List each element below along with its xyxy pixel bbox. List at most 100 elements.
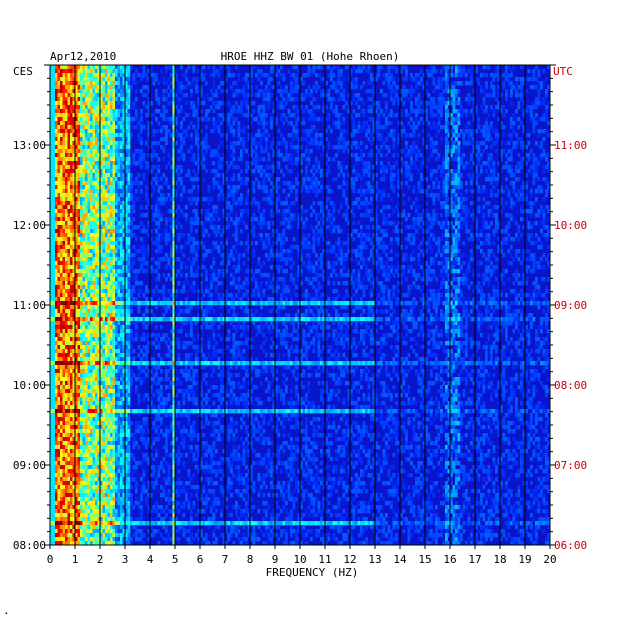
spectrogram-cell: [108, 209, 111, 213]
spectrogram-cell: [110, 97, 113, 101]
spectrogram-cell: [118, 169, 121, 173]
spectrogram-cell: [70, 217, 73, 221]
spectrogram-cell: [118, 137, 121, 141]
spectrogram-cell: [55, 121, 58, 125]
spectrogram-cell: [90, 173, 93, 177]
spectrogram-cell: [240, 209, 243, 213]
spectrogram-cell: [260, 217, 263, 221]
spectrogram-cell: [418, 133, 421, 137]
spectrogram-cell: [85, 161, 88, 165]
spectrogram-cell: [503, 105, 506, 109]
spectrogram-cell: [365, 165, 368, 169]
spectrogram-cell: [95, 117, 98, 121]
spectrogram-cell: [68, 121, 71, 125]
spectrogram-cell: [58, 233, 61, 237]
spectrogram-cell: [528, 201, 531, 205]
spectrogram-cell: [488, 153, 491, 157]
spectrogram-cell: [428, 93, 431, 97]
spectrogram-cell: [263, 217, 266, 221]
spectrogram-cell: [218, 117, 221, 121]
spectrogram-cell: [495, 225, 498, 229]
spectrogram-cell: [65, 153, 68, 157]
spectrogram-cell: [463, 217, 466, 221]
spectrogram-cell: [233, 105, 236, 109]
spectrogram-cell: [318, 201, 321, 205]
spectrogram-cell: [510, 217, 513, 221]
spectrogram-cell: [410, 225, 413, 229]
spectrogram-cell: [270, 213, 273, 217]
spectrogram-cell: [443, 65, 446, 69]
spectrogram-cell: [53, 105, 56, 109]
spectrogram-cell: [468, 161, 471, 165]
spectrogram-cell: [60, 245, 63, 249]
spectrogram-cell: [530, 201, 533, 205]
spectrogram-cell: [505, 153, 508, 157]
spectrogram-cell: [383, 81, 386, 85]
spectrogram-cell: [260, 105, 263, 109]
spectrogram-cell: [160, 201, 163, 205]
spectrogram-cell: [358, 125, 361, 129]
spectrogram-cell: [418, 213, 421, 217]
spectrogram-cell: [218, 101, 221, 105]
spectrogram-cell: [78, 161, 81, 165]
spectrogram-cell: [70, 185, 73, 189]
spectrogram-cell: [233, 245, 236, 249]
spectrogram-cell: [405, 113, 408, 117]
spectrogram-cell: [58, 205, 61, 209]
spectrogram-cell: [235, 141, 238, 145]
spectrogram-cell: [103, 105, 106, 109]
spectrogram-cell: [58, 125, 61, 129]
spectrogram-cell: [155, 213, 158, 217]
spectrogram-cell: [163, 117, 166, 121]
spectrogram-cell: [235, 233, 238, 237]
spectrogram-cell: [415, 109, 418, 113]
spectrogram-cell: [365, 233, 368, 237]
spectrogram-cell: [93, 249, 96, 253]
spectrogram-cell: [138, 185, 141, 189]
spectrogram-cell: [365, 189, 368, 193]
spectrogram-cell: [255, 153, 258, 157]
spectrogram-cell: [315, 237, 318, 241]
spectrogram-cell: [540, 101, 543, 105]
spectrogram-cell: [113, 241, 116, 245]
spectrogram-cell: [70, 109, 73, 113]
spectrogram-cell: [380, 89, 383, 93]
spectrogram-cell: [118, 173, 121, 177]
spectrogram-cell: [465, 197, 468, 201]
spectrogram-cell: [230, 193, 233, 197]
spectrogram-cell: [168, 185, 171, 189]
spectrogram-cell: [443, 77, 446, 81]
spectrogram-cell: [55, 221, 58, 225]
spectrogram-cell: [130, 185, 133, 189]
spectrogram-cell: [115, 97, 118, 101]
spectrogram-cell: [83, 129, 86, 133]
spectrogram-cell: [345, 145, 348, 149]
spectrogram-cell: [228, 101, 231, 105]
spectrogram-cell: [210, 217, 213, 221]
spectrogram-cell: [363, 173, 366, 177]
spectrogram-cell: [490, 169, 493, 173]
spectrogram-cell: [445, 193, 448, 197]
spectrogram-cell: [488, 113, 491, 117]
spectrogram-cell: [435, 213, 438, 217]
spectrogram-cell: [378, 125, 381, 129]
spectrogram-cell: [120, 153, 123, 157]
spectrogram-cell: [80, 241, 83, 245]
spectrogram-cell: [385, 137, 388, 141]
spectrogram-cell: [155, 141, 158, 145]
spectrogram-cell: [108, 221, 111, 225]
spectrogram-cell: [240, 177, 243, 181]
spectrogram-cell: [165, 217, 168, 221]
spectrogram-cell: [438, 221, 441, 225]
spectrogram-cell: [413, 121, 416, 125]
spectrogram-cell: [520, 161, 523, 165]
spectrogram-cell: [363, 245, 366, 249]
spectrogram-cell: [380, 189, 383, 193]
spectrogram-cell: [65, 145, 68, 149]
spectrogram-cell: [205, 137, 208, 141]
spectrogram-cell: [320, 89, 323, 93]
spectrogram-cell: [345, 101, 348, 105]
spectrogram-cell: [168, 209, 171, 213]
spectrogram-cell: [505, 237, 508, 241]
spectrogram-cell: [88, 109, 91, 113]
